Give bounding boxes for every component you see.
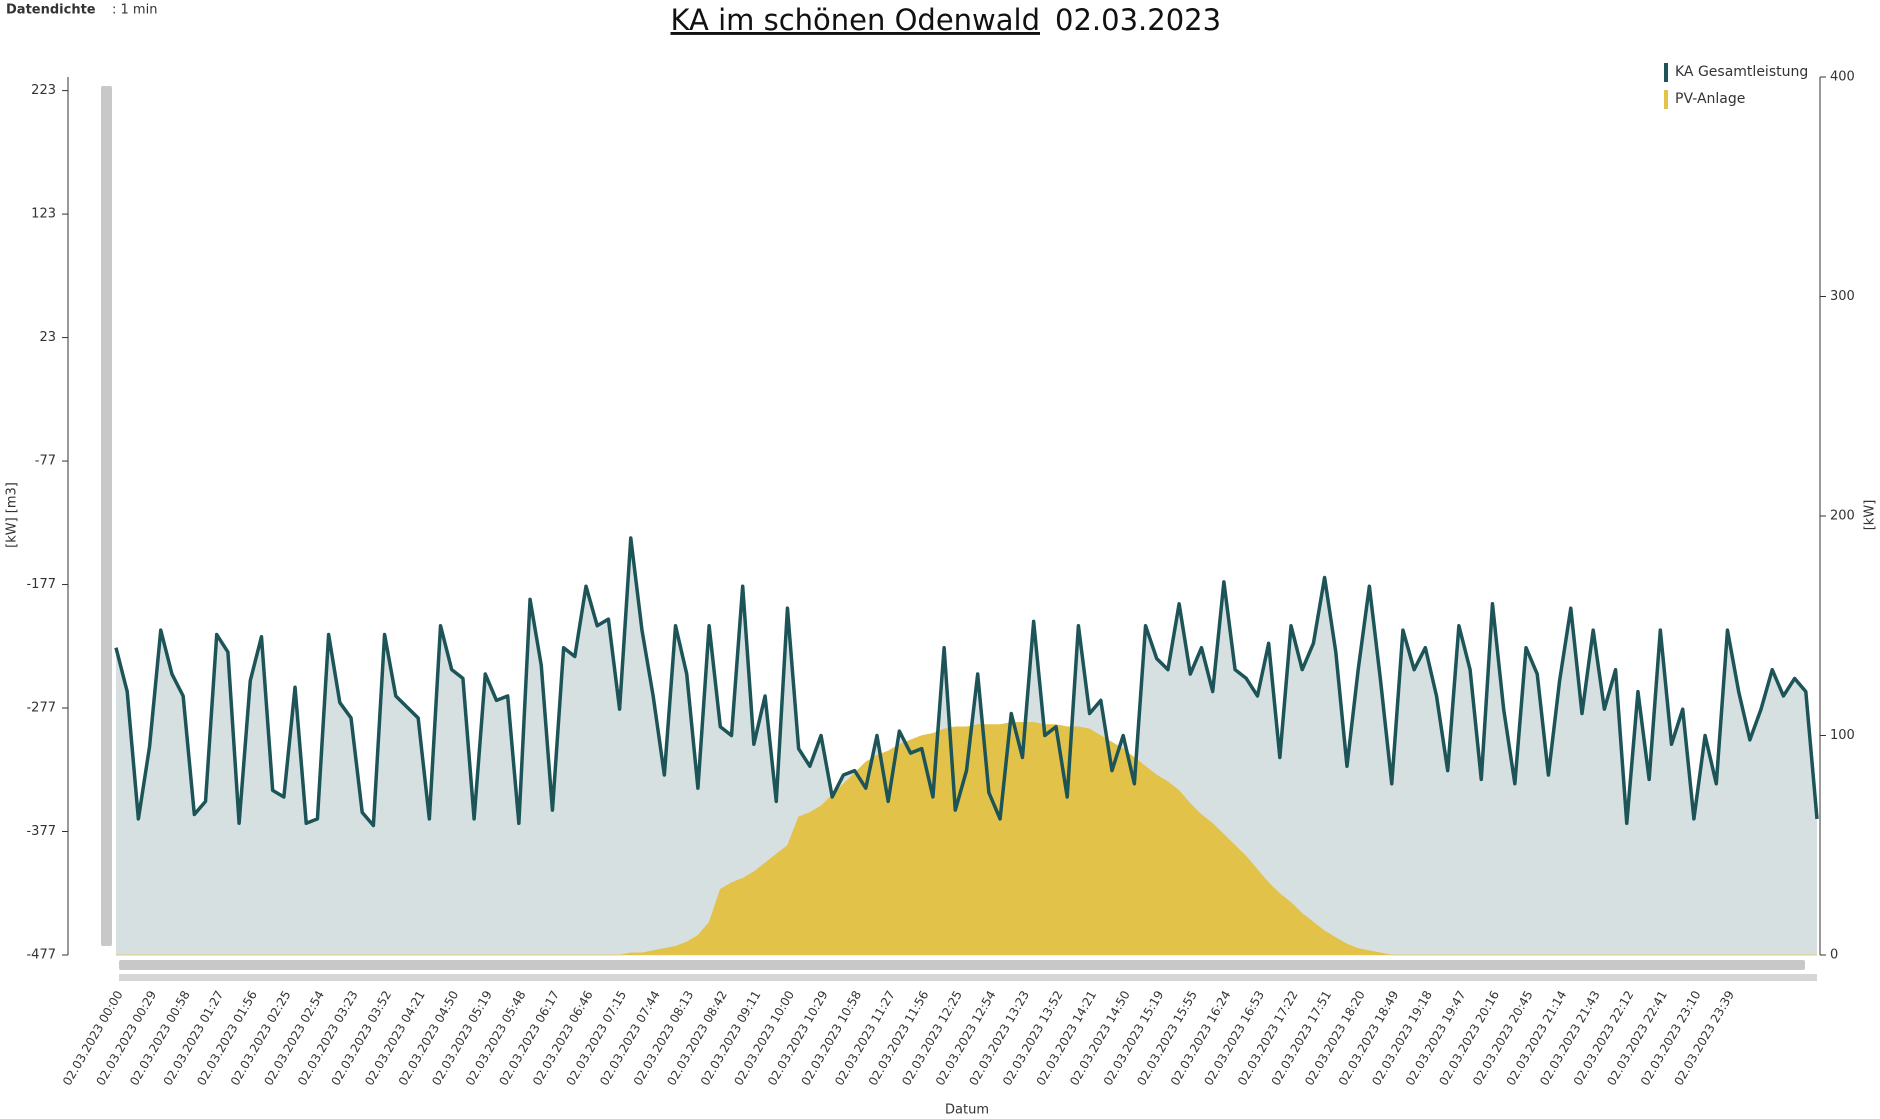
x-tick-label: 02.03.2023 08:42 xyxy=(664,988,730,1088)
x-tick-label: 02.03.2023 12:54 xyxy=(933,988,999,1088)
x-tick-label: 02.03.2023 11:27 xyxy=(832,988,898,1088)
x-tick-label: 02.03.2023 07:15 xyxy=(564,988,630,1088)
x-tick-label: 02.03.2023 22:12 xyxy=(1571,988,1637,1088)
x-tick-label: 02.03.2023 08:13 xyxy=(631,988,697,1088)
x-tick-label: 02.03.2023 16:24 xyxy=(1168,988,1234,1088)
x-tick-label: 02.03.2023 04:50 xyxy=(396,988,462,1088)
x-tick-label: 02.03.2023 17:51 xyxy=(1269,988,1335,1088)
x-tick-label: 02.03.2023 01:56 xyxy=(194,988,260,1088)
x-tick-label: 02.03.2023 03:52 xyxy=(329,988,395,1088)
x-tick-label: 02.03.2023 14:50 xyxy=(1067,988,1133,1088)
x-tick-label: 02.03.2023 05:48 xyxy=(463,988,529,1088)
horizontal-scrollbar[interactable] xyxy=(119,960,1805,970)
y2-axis-label: [kW] xyxy=(1863,500,1878,531)
x-tick-label: 02.03.2023 00:58 xyxy=(127,988,193,1088)
y-tick-label: 123 xyxy=(31,207,56,222)
x-tick-label: 02.03.2023 10:00 xyxy=(731,988,797,1088)
y-tick-label: 223 xyxy=(31,83,56,98)
x-tick-label: 02.03.2023 09:11 xyxy=(698,988,764,1088)
x-tick-label: 02.03.2023 21:14 xyxy=(1504,988,1570,1088)
x-tick-label: 02.03.2023 06:46 xyxy=(530,988,596,1088)
x-axis-label: Datum xyxy=(945,1103,989,1118)
x-tick-label: 02.03.2023 22:41 xyxy=(1604,988,1670,1088)
y-axis-label: [kW] [m3] xyxy=(5,482,20,548)
plot-area xyxy=(114,536,1819,956)
legend-label: KA Gesamtleistung xyxy=(1675,64,1808,80)
x-tick-label: 02.03.2023 16:53 xyxy=(1201,988,1267,1088)
x-tick-label: 02.03.2023 10:58 xyxy=(799,988,865,1088)
x-tick-label: 02.03.2023 10:29 xyxy=(765,988,831,1088)
x-tick-label: 02.03.2023 01:27 xyxy=(161,988,227,1088)
x-tick-label: 02.03.2023 00:29 xyxy=(94,988,160,1088)
legend-label: PV-Anlage xyxy=(1675,91,1745,107)
series-line xyxy=(114,536,1819,828)
vertical-scrollbar[interactable] xyxy=(101,86,112,946)
x-tick-label: 02.03.2023 03:23 xyxy=(295,988,361,1088)
y2-tick-label: 100 xyxy=(1830,728,1855,743)
chart-title: KA im schönen Odenwald xyxy=(671,3,1041,37)
y-tick-label: -277 xyxy=(26,701,56,716)
x-tick-label: 02.03.2023 02:25 xyxy=(228,988,294,1088)
x-tick-label: 02.03.2023 14:21 xyxy=(1034,988,1100,1088)
y2-tick-label: 300 xyxy=(1830,289,1855,304)
x-tick-label: 02.03.2023 18:20 xyxy=(1302,988,1368,1088)
x-tick-label: 02.03.2023 20:16 xyxy=(1436,988,1502,1088)
x-tick-label: 02.03.2023 07:44 xyxy=(597,988,663,1088)
y2-tick-label: 200 xyxy=(1830,509,1855,524)
x-tick-label: 02.03.2023 02:54 xyxy=(261,988,327,1088)
x-tick-label: 02.03.2023 15:19 xyxy=(1101,988,1167,1088)
y2-tick-label: 0 xyxy=(1830,948,1838,963)
y-tick-label: -77 xyxy=(35,454,56,469)
y-tick-label: -177 xyxy=(26,577,56,592)
x-tick-label: 02.03.2023 11:56 xyxy=(866,988,932,1088)
x-tick-label: 02.03.2023 19:18 xyxy=(1369,988,1435,1088)
x-tick-label: 02.03.2023 00:00 xyxy=(60,988,126,1088)
x-tick-label: 02.03.2023 21:43 xyxy=(1537,988,1603,1088)
x-tick-label: 02.03.2023 23:39 xyxy=(1671,988,1737,1088)
x-tick-label: 02.03.2023 06:17 xyxy=(496,988,562,1088)
x-tick-label: 02.03.2023 18:49 xyxy=(1336,988,1402,1088)
series-area xyxy=(116,537,1817,955)
x-tick-label: 02.03.2023 15:55 xyxy=(1134,988,1200,1088)
legend-swatch xyxy=(1664,63,1668,82)
y-tick-label: 23 xyxy=(39,330,56,345)
x-tick-label: 02.03.2023 17:22 xyxy=(1235,988,1301,1088)
y2-tick-label: 400 xyxy=(1830,70,1855,85)
x-tick-label: 02.03.2023 20:45 xyxy=(1470,988,1536,1088)
y-tick-label: -377 xyxy=(26,824,56,839)
x-tick-label: 02.03.2023 23:10 xyxy=(1638,988,1704,1088)
density-label: Datendichte xyxy=(6,3,96,18)
x-tick-label: 02.03.2023 12:25 xyxy=(899,988,965,1088)
legend-swatch xyxy=(1664,90,1668,109)
y-tick-label: -477 xyxy=(26,948,56,963)
x-tick-label: 02.03.2023 04:21 xyxy=(362,988,428,1088)
x-tick-label: 02.03.2023 19:47 xyxy=(1403,988,1469,1088)
chart-date: 02.03.2023 xyxy=(1055,3,1221,37)
x-tick-label: 02.03.2023 13:52 xyxy=(1000,988,1066,1088)
x-tick-label: 02.03.2023 05:19 xyxy=(429,988,495,1088)
x-tick-label: 02.03.2023 13:23 xyxy=(966,988,1032,1088)
density-value: : 1 min xyxy=(112,3,157,18)
range-strip xyxy=(119,974,1817,981)
